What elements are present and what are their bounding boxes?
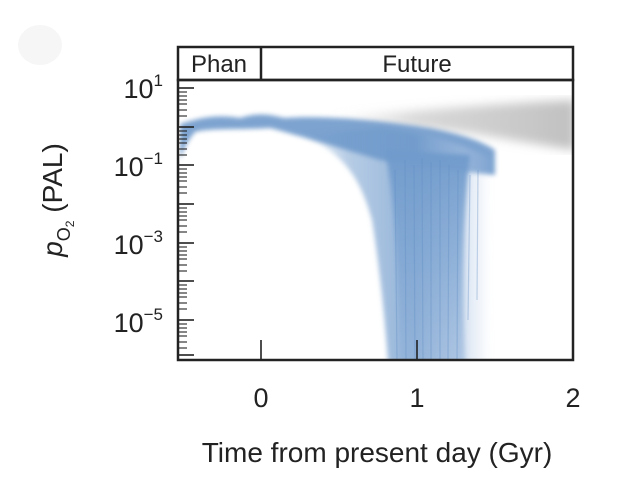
y-axis-labels: 101 10−1 10−3 10−5 [114, 71, 163, 338]
svg-text:pO2 (PAL): pO2 (PAL) [37, 143, 77, 258]
period-strip: Phan Future [176, 45, 575, 82]
y-tick-label-1: 101 [123, 71, 163, 104]
x-tick-label-2: 2 [565, 383, 580, 413]
x-tick-label-0: 0 [253, 383, 268, 413]
x-axis-labels: 0 1 2 [253, 383, 580, 413]
y-axis-ticks [178, 87, 194, 356]
plot-area [180, 100, 572, 359]
strip-label-phan: Phan [191, 51, 247, 78]
x-tick-label-1: 1 [409, 383, 424, 413]
x-axis-title: Time from present day (Gyr) [202, 437, 553, 468]
y-tick-label-2: 10−1 [114, 149, 163, 182]
background-smudge [18, 25, 62, 65]
blue-streaks [394, 157, 479, 359]
blue-series-core [385, 150, 470, 359]
strip-label-future: Future [382, 51, 451, 78]
y-tick-label-3: 10−3 [114, 227, 163, 260]
y-axis-title: pO2 (PAL) [37, 143, 77, 258]
gray-series-band [330, 100, 572, 150]
y-tick-label-4: 10−5 [114, 305, 163, 338]
x-axis-ticks [260, 340, 418, 360]
